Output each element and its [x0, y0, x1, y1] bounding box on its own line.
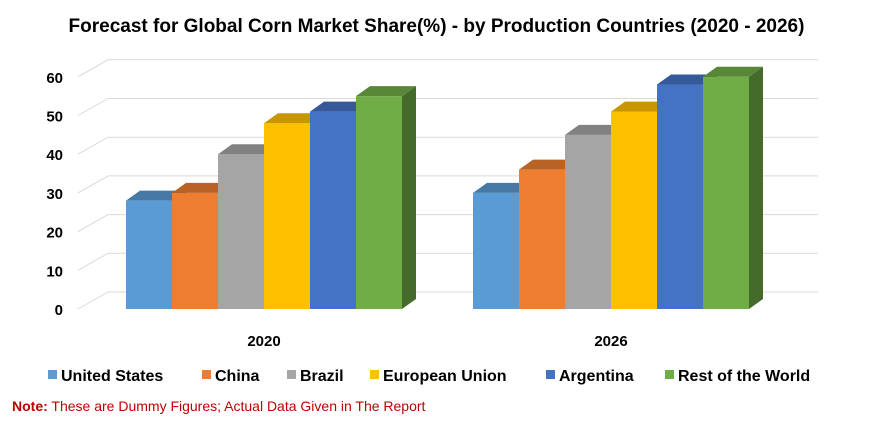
- bar-top: [126, 190, 186, 201]
- bar-front: [126, 200, 172, 309]
- note-label: Note:: [12, 398, 48, 414]
- legend-swatch: [546, 370, 555, 379]
- legend-label: United States: [61, 368, 163, 385]
- bar-front: [565, 134, 611, 309]
- legend-swatch: [287, 370, 296, 379]
- bar-top: [473, 182, 533, 193]
- bar-top: [611, 101, 671, 112]
- legend-swatch: [48, 370, 57, 379]
- bar-front: [310, 111, 356, 309]
- x-tick-label: 2026: [594, 333, 627, 350]
- legend-item: United States: [48, 368, 163, 385]
- note-text: These are Dummy Figures; Actual Data Giv…: [47, 398, 426, 414]
- legend-item: China: [202, 368, 260, 385]
- bar-front: [473, 192, 519, 309]
- bar-front: [172, 192, 218, 309]
- bars: [126, 66, 763, 310]
- bar-front: [657, 84, 703, 309]
- bar-top: [519, 159, 579, 170]
- bar-front: [218, 154, 264, 309]
- legend-swatch: [202, 370, 211, 379]
- legend-swatch: [665, 370, 674, 379]
- y-tick-label: 10: [46, 263, 63, 280]
- y-tick-label: 50: [46, 109, 63, 126]
- bar-side: [749, 66, 763, 309]
- bar-front: [264, 123, 310, 310]
- footnote: Note: These are Dummy Figures; Actual Da…: [12, 398, 425, 414]
- bar-top: [172, 182, 232, 193]
- legend-swatch: [370, 370, 379, 379]
- y-tick-label: 20: [46, 225, 63, 242]
- legend-item: European Union: [370, 368, 507, 385]
- bar-front: [356, 96, 402, 310]
- legend-label: Brazil: [300, 368, 344, 385]
- legend-label: European Union: [383, 368, 507, 385]
- gridline: [77, 98, 818, 116]
- bar-top: [264, 113, 324, 124]
- legend: United States China Brazil European Union Ar…: [48, 368, 810, 385]
- legend-item: Argentina: [546, 368, 634, 385]
- chart-title: Forecast for Global Corn Market Share(%)…: [68, 16, 805, 37]
- bar-top: [356, 86, 416, 97]
- bar: [703, 66, 763, 309]
- legend-label: Rest of the World: [678, 368, 810, 385]
- x-axis-ticks: 2020 2026: [247, 333, 627, 350]
- bar-front: [703, 76, 749, 309]
- bar: [356, 86, 416, 310]
- legend-label: China: [215, 368, 260, 385]
- y-axis-ticks: 0 10 20 30 40 50 60: [46, 70, 63, 319]
- x-tick-label: 2020: [247, 333, 280, 350]
- gridline: [77, 59, 818, 78]
- legend-item: Rest of the World: [665, 368, 810, 385]
- y-tick-label: 40: [46, 147, 63, 164]
- bar-side: [402, 86, 416, 310]
- bar-top: [657, 74, 717, 85]
- bar-front: [519, 169, 565, 309]
- y-tick-label: 30: [46, 186, 63, 203]
- bar-front: [611, 111, 657, 309]
- legend-label: Argentina: [559, 368, 634, 385]
- bar-top: [703, 66, 763, 77]
- y-tick-label: 0: [55, 302, 63, 319]
- bar-top: [310, 101, 370, 112]
- legend-item: Brazil: [287, 368, 344, 385]
- bar-top: [565, 124, 625, 135]
- y-tick-label: 60: [46, 70, 63, 87]
- bar-top: [218, 144, 278, 155]
